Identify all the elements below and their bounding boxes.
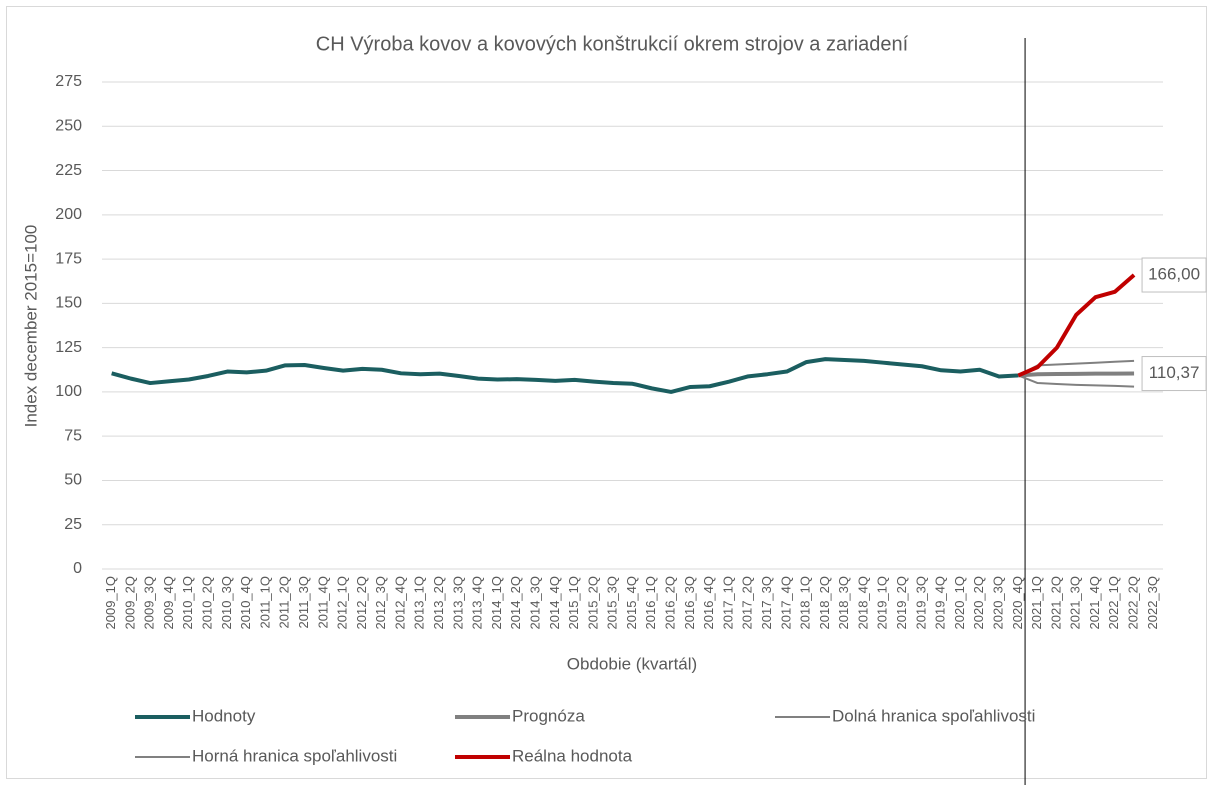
x-tick-label: 2009_1Q xyxy=(103,576,118,630)
legend-label: Dolná hranica spoľahlivosti xyxy=(832,706,1035,725)
x-tick-label: 2015_3Q xyxy=(605,576,620,630)
x-tick-label: 2014_3Q xyxy=(527,576,542,630)
line-series xyxy=(1017,273,1136,378)
y-tick-label: 75 xyxy=(64,427,82,444)
x-tick-label: 2019_2Q xyxy=(894,576,909,630)
x-tick-label: 2010_3Q xyxy=(219,576,234,630)
x-tick-label: 2016_2Q xyxy=(663,576,678,630)
x-tick-label: 2011_4Q xyxy=(315,576,330,629)
y-tick-label: 125 xyxy=(55,339,82,356)
x-tick-label: 2022_1Q xyxy=(1106,576,1121,630)
x-tick-label: 2016_3Q xyxy=(682,576,697,630)
x-tick-label: 2018_2Q xyxy=(817,576,832,630)
x-axis-title: Obdobie (kvartál) xyxy=(567,654,697,673)
y-axis-title: Index december 2015=100 xyxy=(21,225,40,428)
chart-border xyxy=(6,6,1207,779)
x-tick-label: 2018_1Q xyxy=(798,576,813,630)
x-tick-label: 2013_2Q xyxy=(431,576,446,630)
chart-title: CH Výroba kovov a kovových konštrukcií o… xyxy=(316,33,909,55)
x-tick-label: 2019_1Q xyxy=(875,576,890,630)
y-tick-label: 250 xyxy=(55,117,82,134)
x-tick-label: 2013_4Q xyxy=(470,576,485,630)
y-tick-label: 50 xyxy=(64,472,82,489)
x-tick-label: 2012_2Q xyxy=(354,576,369,630)
legend-label: Horná hranica spoľahlivosti xyxy=(192,746,397,765)
x-tick-label: 2021_3Q xyxy=(1068,576,1083,630)
value-label-box xyxy=(1141,257,1207,293)
y-tick-label: 0 xyxy=(73,560,82,577)
y-tick-label: 175 xyxy=(55,250,82,267)
x-tick-label: 2013_3Q xyxy=(450,576,465,630)
x-tick-label: 2020_1Q xyxy=(952,576,967,630)
x-tick-label: 2011_3Q xyxy=(296,576,311,629)
x-tick-label: 2010_4Q xyxy=(238,576,253,630)
x-tick-label: 2017_4Q xyxy=(778,576,793,630)
x-tick-label: 2017_1Q xyxy=(720,576,735,630)
line-series xyxy=(111,357,1019,394)
x-tick-label: 2016_4Q xyxy=(701,576,716,630)
line-series xyxy=(1017,374,1135,388)
x-tick-label: 2013_1Q xyxy=(412,576,427,630)
x-tick-label: 2015_2Q xyxy=(585,576,600,630)
legend-label: Hodnoty xyxy=(192,706,256,725)
legend-label: Prognóza xyxy=(512,706,585,725)
x-tick-label: 2009_2Q xyxy=(122,576,137,630)
value-label: 110,37 xyxy=(1149,363,1200,382)
x-tick-label: 2017_3Q xyxy=(759,576,774,630)
value-label: 166,00 xyxy=(1148,265,1200,284)
legend-label: Reálna hodnota xyxy=(512,746,633,765)
y-tick-label: 100 xyxy=(55,383,82,400)
x-tick-label: 2009_3Q xyxy=(142,576,157,630)
x-tick-label: 2012_4Q xyxy=(392,576,407,630)
x-tick-label: 2021_2Q xyxy=(1048,576,1063,630)
line-series xyxy=(1018,371,1135,378)
y-tick-label: 25 xyxy=(64,516,82,533)
x-tick-label: 2020_4Q xyxy=(1010,576,1025,630)
x-tick-label: 2011_2Q xyxy=(277,576,292,629)
x-tick-label: 2010_1Q xyxy=(180,576,195,630)
y-tick-label: 225 xyxy=(55,162,82,179)
y-tick-label: 275 xyxy=(55,73,82,90)
x-tick-label: 2018_3Q xyxy=(836,576,851,630)
y-tick-label: 200 xyxy=(55,206,82,223)
x-tick-label: 2011_1Q xyxy=(257,576,272,629)
y-tick-label: 150 xyxy=(55,295,82,312)
x-tick-label: 2019_4Q xyxy=(933,576,948,630)
x-tick-label: 2014_1Q xyxy=(489,576,504,630)
x-tick-label: 2015_1Q xyxy=(566,576,581,630)
x-tick-label: 2017_2Q xyxy=(740,576,755,630)
x-tick-label: 2014_2Q xyxy=(508,576,523,630)
x-tick-label: 2014_4Q xyxy=(547,576,562,630)
x-tick-label: 2016_1Q xyxy=(643,576,658,630)
x-tick-label: 2015_4Q xyxy=(624,576,639,630)
x-tick-label: 2021_4Q xyxy=(1087,576,1102,630)
x-tick-label: 2012_3Q xyxy=(373,576,388,630)
value-label-box xyxy=(1141,356,1207,392)
x-tick-label: 2012_1Q xyxy=(335,576,350,630)
x-tick-label: 2022_2Q xyxy=(1126,576,1141,630)
x-tick-label: 2020_3Q xyxy=(990,576,1005,630)
x-tick-label: 2010_2Q xyxy=(200,576,215,630)
x-tick-label: 2009_4Q xyxy=(161,576,176,630)
x-tick-label: 2020_2Q xyxy=(971,576,986,630)
x-tick-label: 2021_1Q xyxy=(1029,576,1044,630)
x-tick-label: 2022_3Q xyxy=(1145,576,1160,630)
x-tick-label: 2018_4Q xyxy=(855,576,870,630)
x-tick-label: 2019_3Q xyxy=(913,576,928,630)
